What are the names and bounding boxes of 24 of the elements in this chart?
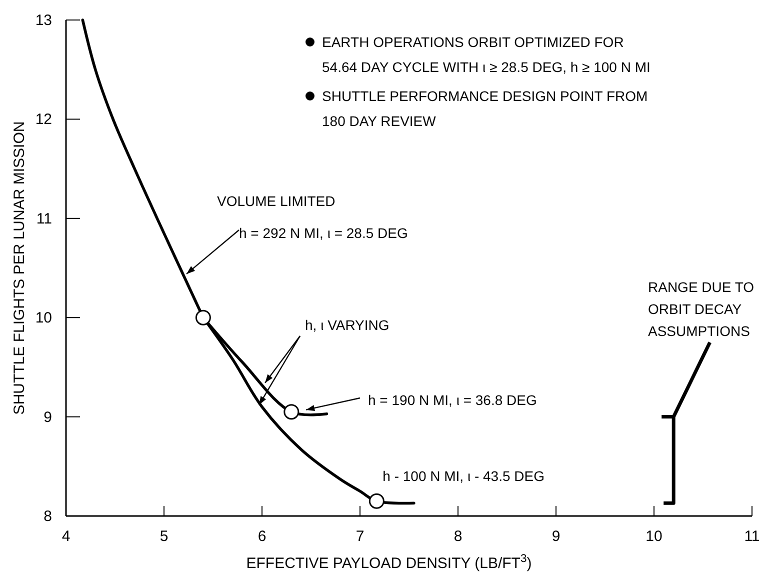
x-tick-label: 8 <box>454 528 462 545</box>
x-tick-label: 5 <box>160 528 168 545</box>
y-axis-title: SHUTTLE FLIGHTS PER LUNAR MISSION <box>11 121 28 415</box>
x-tick-label: 11 <box>744 528 760 545</box>
y-tick-label: 12 <box>35 111 52 128</box>
y-tick-label: 13 <box>35 12 52 29</box>
x-tick-label: 10 <box>646 528 662 545</box>
x-tick-label: 4 <box>62 528 70 545</box>
y-tick-label: 9 <box>44 408 52 426</box>
y-tick-label: 11 <box>36 210 52 228</box>
y-tick-label: 8 <box>44 508 52 525</box>
annotation: VOLUME LIMITED <box>217 193 336 209</box>
annotation: RANGE DUE TO ORBIT DECAY ASSUMPTIONS <box>648 279 754 339</box>
annotation: h = 190 N MI, ι = 36.8 DEG <box>368 392 537 408</box>
x-tick-label: 9 <box>552 528 560 545</box>
annotation: h - 100 N MI, ι - 43.5 DEG <box>382 468 545 484</box>
x-tick-label: 6 <box>258 528 266 545</box>
annotation: EARTH OPERATIONS ORBIT OPTIMIZED FOR 54.64 DAY CYCLE WITH ι ≥ 28.5 DEG, h ≥ 100 N MI <box>322 34 650 75</box>
x-axis-title: EFFECTIVE PAYLOAD DENSITY (LB/FT$^{3}$) <box>246 553 532 572</box>
annotation: SHUTTLE PERFORMANCE DESIGN POINT FROM 180 DAY REVIEW <box>322 88 648 129</box>
x-tick-label: 7 <box>356 528 364 545</box>
annotation: h = 292 N MI, ι = 28.5 DEG <box>239 225 408 241</box>
annotation: h, ι VARYING <box>305 317 390 333</box>
y-tick-label: 10 <box>35 310 52 327</box>
